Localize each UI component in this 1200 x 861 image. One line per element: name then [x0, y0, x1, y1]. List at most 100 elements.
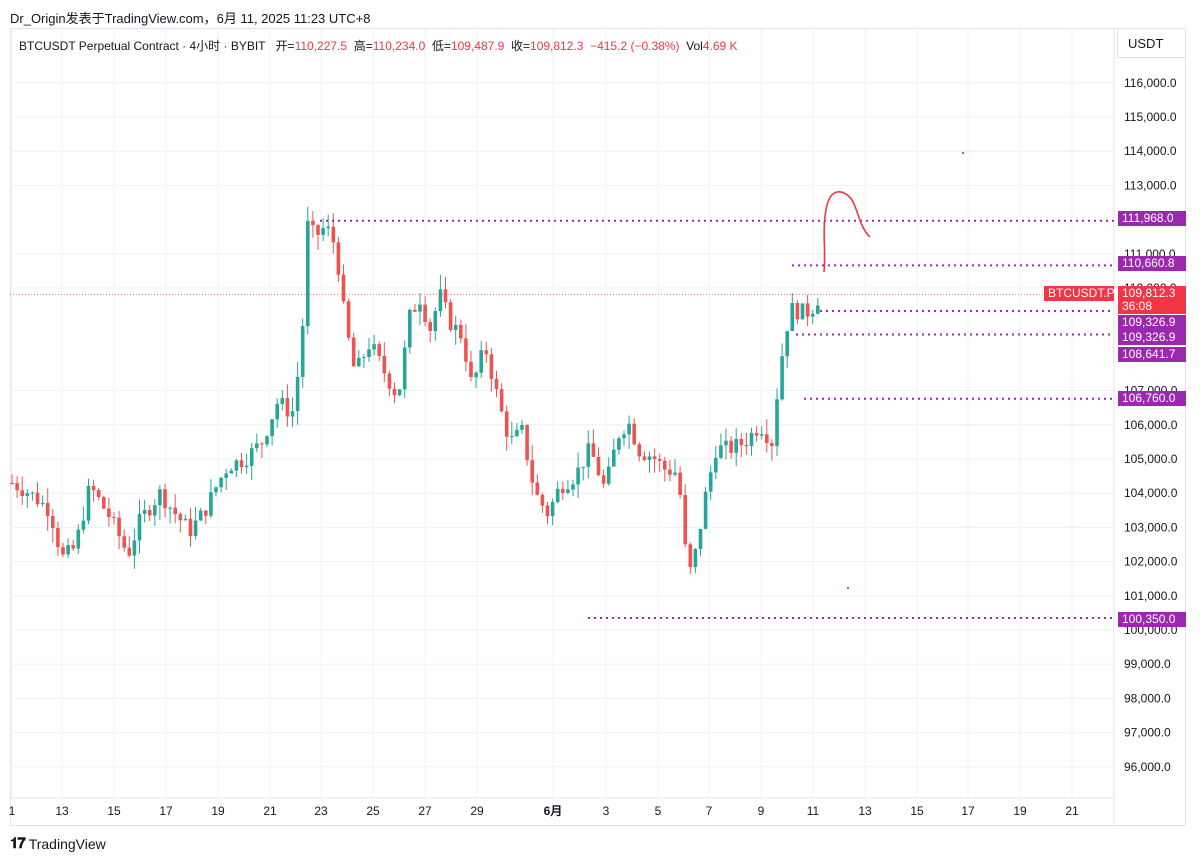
close-label: 收=	[511, 39, 531, 53]
candle-body	[142, 510, 147, 514]
candle-body	[168, 507, 172, 509]
candle-body	[433, 311, 438, 332]
symbol-title[interactable]: BTCUSDT Perpetual Contract · 4小时 · BYBIT	[19, 39, 266, 53]
candle-body	[346, 301, 351, 338]
candle-body	[244, 465, 249, 468]
candle-body	[438, 289, 443, 312]
candle-body	[127, 547, 132, 556]
candle-body	[331, 226, 336, 243]
time-axis-label: 17	[159, 804, 173, 818]
candle-body	[657, 458, 662, 461]
candle-body	[249, 448, 254, 466]
time-axis-label: 19	[1013, 804, 1027, 818]
price-level-badge: 106,760.0	[1118, 391, 1186, 406]
candle-body	[71, 545, 75, 549]
candle-body	[765, 434, 769, 443]
low-value: 109,487.9	[450, 39, 505, 53]
candle-body	[265, 436, 269, 445]
candle-body	[234, 460, 239, 471]
candle-body	[10, 482, 14, 484]
candle-body	[612, 449, 616, 467]
candle-body	[382, 355, 387, 374]
time-axis-label: 3	[603, 804, 610, 818]
candle-body	[183, 518, 188, 521]
candle-body	[255, 443, 259, 449]
candle-body	[290, 411, 295, 417]
candle-body	[754, 432, 759, 436]
price-axis-label: 113,000.0	[1124, 178, 1177, 192]
last-price-badge: 109,812.3	[1118, 286, 1186, 301]
price-level-badge: 109,326.9	[1118, 330, 1186, 345]
candle-body	[494, 378, 499, 390]
candle-body	[714, 457, 718, 473]
candle-body	[402, 347, 407, 390]
candle-body	[193, 520, 198, 537]
tradingview-logo-icon: 𝟏𝟕	[10, 835, 26, 852]
candle-body	[15, 483, 19, 491]
candle-body	[316, 225, 320, 235]
candle-body	[479, 350, 483, 373]
candle-body	[198, 510, 203, 521]
currency-selector[interactable]: USDT	[1117, 30, 1185, 58]
candle-body	[800, 303, 805, 320]
candle-body	[795, 303, 800, 320]
candle-body	[117, 517, 121, 537]
symbol-price-badge: BTCUSDT.P	[1044, 286, 1115, 301]
candle-body	[362, 357, 366, 359]
candle-body	[586, 443, 591, 467]
candle-body	[555, 488, 560, 503]
candle-body	[515, 429, 519, 437]
candle-body	[759, 434, 764, 436]
candle-body	[617, 438, 621, 450]
time-axis-label: 11	[807, 804, 820, 818]
high-value: 110,234.0	[372, 39, 426, 53]
price-axis-label: 114,000.0	[1124, 144, 1177, 158]
candle-body	[214, 487, 218, 493]
candle-body	[484, 350, 489, 355]
price-axis-label: 101,000.0	[1124, 589, 1178, 603]
candle-body	[336, 242, 341, 275]
candle-body	[785, 331, 789, 357]
candle-body	[418, 304, 422, 312]
candle-body	[107, 508, 111, 517]
candle-body	[698, 528, 703, 549]
time-axis-label: 19	[211, 804, 225, 818]
candle-body	[40, 502, 45, 505]
price-axis-label: 96,000.0	[1124, 760, 1171, 774]
time-axis-label: 15	[107, 804, 121, 818]
candle-body	[775, 399, 779, 447]
time-axis-label: 13	[55, 804, 69, 818]
candle-body	[606, 466, 611, 484]
price-axis-label: 97,000.0	[1124, 726, 1171, 740]
candle-body	[561, 488, 565, 493]
candle-body	[739, 438, 744, 446]
price-axis-label: 103,000.0	[1124, 520, 1178, 534]
candle-body	[204, 510, 208, 516]
candle-body	[443, 289, 448, 303]
candle-body	[102, 497, 106, 509]
candle-body	[724, 440, 728, 446]
candle-body	[520, 424, 524, 430]
candle-body	[729, 440, 733, 453]
candle-body	[734, 438, 738, 453]
candle-body	[464, 338, 468, 362]
candle-body	[510, 436, 514, 438]
price-level-badge: 111,968.0	[1118, 211, 1186, 226]
time-axis-label: 1	[9, 804, 16, 818]
candle-body	[112, 516, 116, 518]
time-axis-label: 6月	[544, 804, 563, 818]
candle-body	[703, 491, 708, 529]
symbol-legend: BTCUSDT Perpetual Contract · 4小时 · BYBIT…	[19, 37, 738, 54]
candle-body	[351, 337, 356, 367]
drawn-projection-curve	[823, 191, 871, 273]
candle-body	[601, 475, 606, 484]
chart-frame[interactable]	[10, 28, 1186, 826]
candle-body	[744, 445, 749, 447]
time-axis-label: 5	[655, 804, 662, 818]
tradingview-wordmark: TradingView	[28, 835, 106, 852]
candle-body	[678, 472, 682, 496]
candle-body	[209, 492, 213, 516]
open-value: 110,227.5	[294, 39, 348, 53]
candle-body	[535, 482, 540, 495]
